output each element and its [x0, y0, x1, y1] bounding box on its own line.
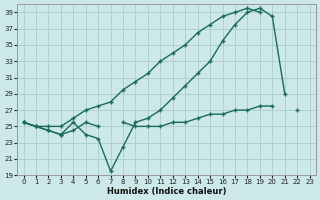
X-axis label: Humidex (Indice chaleur): Humidex (Indice chaleur) — [107, 187, 226, 196]
